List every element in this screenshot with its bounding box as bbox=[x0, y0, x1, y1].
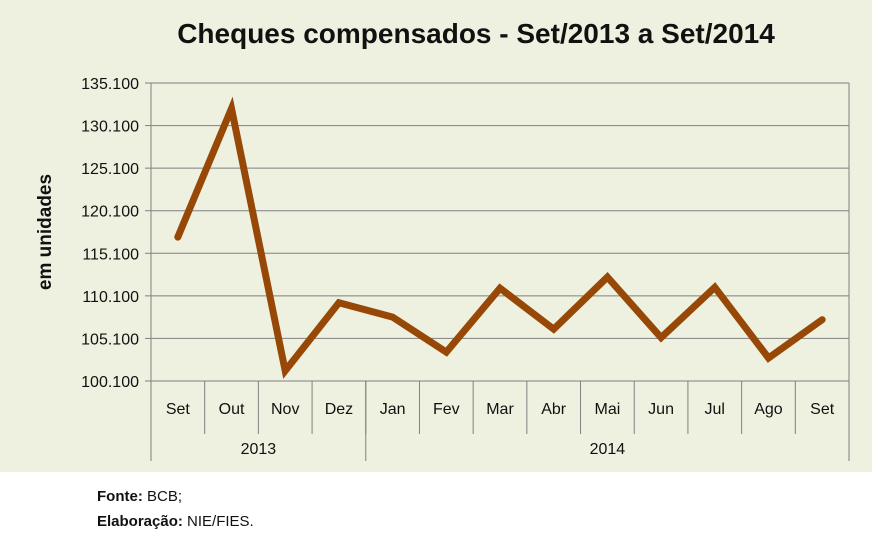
x-tick-label: Set bbox=[166, 401, 191, 418]
y-tick-label: 105.100 bbox=[81, 331, 139, 348]
y-tick-label: 115.100 bbox=[82, 246, 139, 263]
x-tick-label: Set bbox=[810, 401, 835, 418]
source-label: Fonte: bbox=[97, 488, 143, 505]
x-tick-label: Ago bbox=[754, 401, 783, 418]
x-tick-label: Jun bbox=[648, 401, 674, 418]
source-value: BCB; bbox=[147, 488, 183, 505]
group-label: 2014 bbox=[590, 441, 626, 458]
author-value: NIE/FIES. bbox=[187, 513, 254, 530]
footer: Fonte: BCB; Elaboração: NIE/FIES. bbox=[97, 484, 254, 534]
y-tick-label: 110.100 bbox=[82, 289, 139, 306]
chart-panel: Cheques compensados - Set/2013 a Set/201… bbox=[0, 0, 872, 472]
y-tick-label: 135.100 bbox=[81, 76, 139, 93]
author-label: Elaboração: bbox=[97, 513, 183, 530]
x-tick-label: Out bbox=[219, 401, 245, 418]
x-tick-label: Jan bbox=[380, 401, 406, 418]
series-line bbox=[174, 96, 826, 379]
plot-area bbox=[151, 83, 849, 381]
y-tick-label: 125.100 bbox=[81, 161, 139, 178]
y-tick-label: 100.100 bbox=[81, 374, 139, 391]
x-tick-label: Fev bbox=[433, 401, 460, 418]
author-line: Elaboração: NIE/FIES. bbox=[97, 509, 254, 534]
x-tick-label: Mai bbox=[594, 401, 620, 418]
x-tick-label: Mar bbox=[486, 401, 514, 418]
line-chart: 100.100 105.100 110.100 115.100 120.100 125.1… bbox=[35, 76, 850, 461]
x-tick-label: Nov bbox=[271, 401, 299, 418]
y-tick-label: 120.100 bbox=[81, 204, 139, 221]
y-axis-label: em unidades bbox=[35, 174, 56, 290]
chart-title: Cheques compensados - Set/2013 a Set/201… bbox=[177, 18, 775, 49]
group-label: 2013 bbox=[241, 441, 277, 458]
x-tick-label: Dez bbox=[325, 401, 353, 418]
x-tick-label: Abr bbox=[541, 401, 567, 418]
x-tick-label: Jul bbox=[705, 401, 725, 418]
y-tick-label: 130.100 bbox=[81, 119, 139, 136]
source-line: Fonte: BCB; bbox=[97, 484, 254, 509]
